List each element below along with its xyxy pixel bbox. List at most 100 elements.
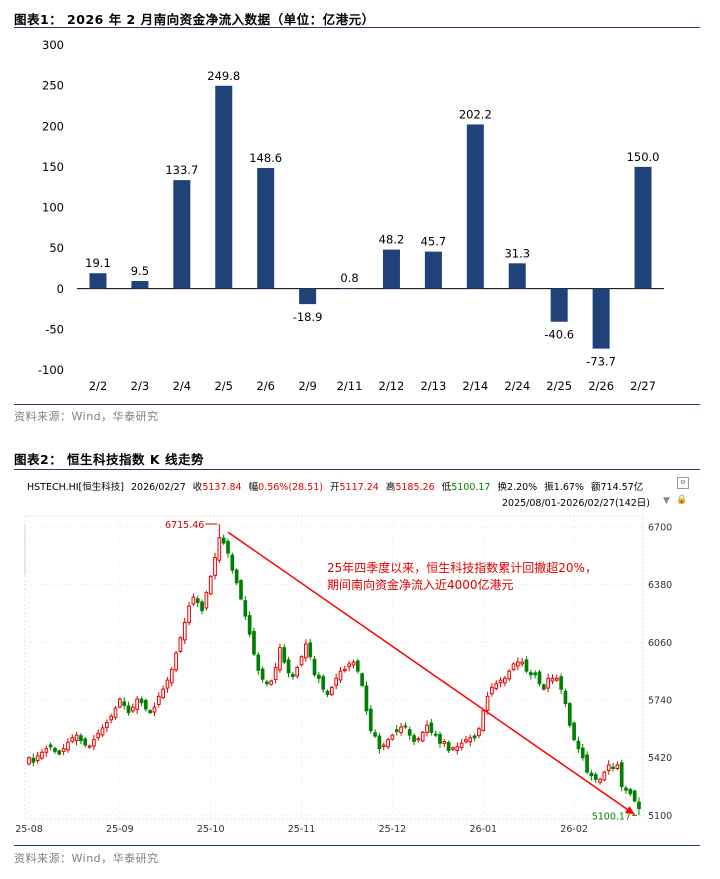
candle-body <box>66 741 70 751</box>
candle-body <box>174 652 178 671</box>
candle-body <box>459 742 464 748</box>
bar <box>341 288 359 289</box>
candle-body <box>567 703 572 726</box>
candle-body <box>541 684 546 690</box>
candle-body <box>57 750 62 755</box>
candle-body <box>377 735 382 750</box>
candle-body <box>87 745 92 748</box>
candle-body <box>74 734 79 742</box>
data-label: 202.2 <box>459 107 492 121</box>
x-tick-label: 25-10 <box>197 824 225 835</box>
figure2-source: 资料来源：Wind，华泰研究 <box>14 852 159 865</box>
bar <box>592 288 610 349</box>
candle-body <box>442 740 447 744</box>
candle-body <box>412 735 416 742</box>
data-label: -40.6 <box>544 328 574 342</box>
candle-body <box>364 685 369 712</box>
candle-body <box>554 677 559 681</box>
candle-body <box>256 654 261 671</box>
y-tick-label: 6380 <box>648 580 672 591</box>
bar <box>89 273 107 289</box>
candle-body <box>394 729 399 733</box>
quote-info-bar: HSTECH.HI[恒生科技] 2026/02/27 收5137.84 幅0.5… <box>27 479 647 493</box>
y-tick-label: 6700 <box>648 522 672 533</box>
candle-body <box>113 707 118 718</box>
candle-body <box>61 748 66 752</box>
lock-icon[interactable]: 🔒 <box>676 495 688 505</box>
bar <box>466 124 484 289</box>
candle-body <box>165 679 170 689</box>
candle-body <box>390 734 395 740</box>
candle-body <box>632 790 637 802</box>
figure2-top-rule <box>14 469 700 470</box>
candle-body <box>507 670 512 680</box>
candle-body <box>403 725 408 728</box>
candle-body <box>637 801 641 810</box>
candle-body <box>624 787 628 791</box>
candle-body <box>148 710 152 714</box>
annotation-line-1: 25年四季度以来，恒生科技指数累计回撤超20%， <box>327 561 597 575</box>
quote-date: 2026/02/27 <box>131 482 186 493</box>
x-tick-label: 26-02 <box>560 824 588 835</box>
candle-body <box>325 690 330 696</box>
candle-body <box>35 755 40 762</box>
amplitude-value: 1.67% <box>553 482 584 493</box>
candle-body <box>44 748 49 753</box>
candle-body <box>200 601 204 612</box>
y-tick-label: -100 <box>38 363 64 377</box>
candle-body <box>161 688 165 698</box>
data-label: 148.6 <box>249 151 282 165</box>
candle-body <box>468 737 473 743</box>
candle-body <box>195 598 200 604</box>
data-label: -73.7 <box>586 355 616 369</box>
plot-frame <box>24 515 644 820</box>
x-tick-label: 2/27 <box>630 379 656 393</box>
data-label: 31.3 <box>504 246 530 260</box>
bar <box>508 263 526 289</box>
close-value: 5137.84 <box>202 482 242 493</box>
candle-body <box>628 789 633 795</box>
x-tick-label: 2/12 <box>379 379 405 393</box>
candle-body <box>580 747 585 759</box>
candle-body <box>53 747 57 752</box>
chart-settings-icon[interactable]: ⚙ <box>677 477 689 489</box>
candle-body <box>100 727 105 736</box>
candle-body <box>182 621 187 641</box>
candle-body <box>589 772 594 777</box>
data-label: 48.2 <box>379 233 405 247</box>
candle-body <box>187 605 191 623</box>
candle-body <box>118 698 122 708</box>
candle-body <box>239 580 243 600</box>
x-tick-label: 2/3 <box>131 379 150 393</box>
candle-body <box>485 695 490 711</box>
candle-body <box>27 757 31 765</box>
candle-body <box>105 722 109 728</box>
candle-body <box>79 735 83 742</box>
candle-body <box>593 774 598 780</box>
min-price-label: 5100.17 <box>592 811 631 822</box>
candle-body <box>546 677 550 689</box>
x-tick-label: 2/9 <box>298 379 317 393</box>
turnover-label: 换 <box>497 482 508 493</box>
candle-body <box>226 540 230 554</box>
candle-body <box>230 554 235 571</box>
candle-body <box>433 733 438 736</box>
candle-body <box>208 575 213 595</box>
candle-body <box>563 690 568 705</box>
amount-value: 714.57亿 <box>600 482 644 493</box>
candle-body <box>416 738 421 741</box>
candle-body <box>122 701 127 706</box>
candle-body <box>559 676 563 690</box>
candle-body <box>273 667 278 680</box>
amplitude-label: 振 <box>544 482 554 493</box>
candle-body <box>598 778 602 783</box>
range-dropdown-icon[interactable]: ▼ <box>663 496 670 506</box>
candle-body <box>143 700 148 710</box>
candle-body <box>572 722 576 741</box>
data-label: 0.8 <box>340 271 358 285</box>
y-tick-label: 5420 <box>648 753 672 764</box>
candle-body <box>619 762 624 788</box>
candle-body <box>295 667 300 677</box>
candle-body <box>334 677 339 686</box>
high-label: 高 <box>385 482 396 493</box>
